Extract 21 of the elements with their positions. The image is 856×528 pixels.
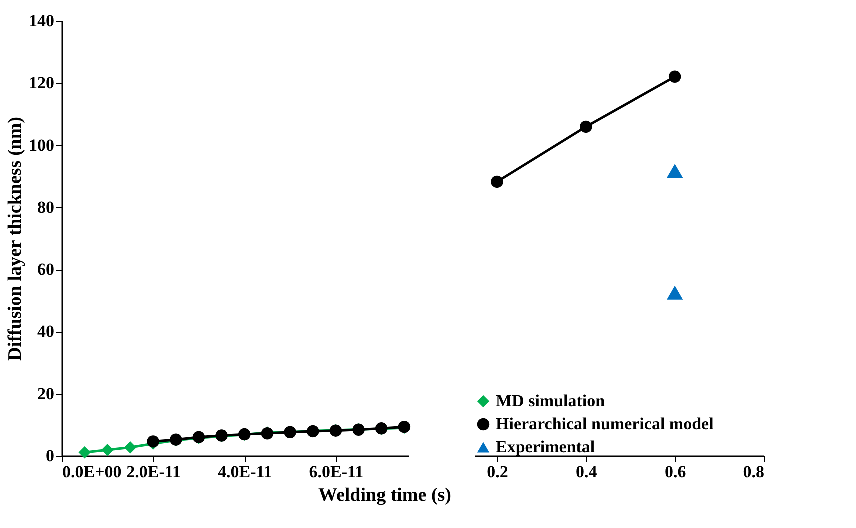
legend-label: MD simulation [496,392,606,410]
y-tick-label: 60 [38,260,54,280]
x-tick-label: 0.0E+00 [62,462,122,482]
y-tick-label: 0 [46,446,54,466]
x-tick-label: 4.0E-11 [218,462,272,482]
y-tick-label: 20 [38,384,54,404]
x-tick-label: 0.6 [664,462,686,482]
x-tick-label: 2.0E-11 [126,462,181,482]
y-axis-title: Diffusion layer thickness (nm) [5,116,26,362]
y-tick-label: 100 [29,136,54,155]
y-tick-label: 80 [38,198,54,217]
legend-label: Hierarchical numerical model [496,414,714,434]
legend-label: Experimental [496,438,596,456]
x-tick-label: 6.0E-11 [309,462,364,482]
x-tick-label: 0.2 [487,462,508,482]
y-tick-label: 120 [29,74,54,93]
x-axis-title: Welding time (s) [318,485,452,506]
y-tick-label: 140 [29,12,54,30]
y-tick-label: 40 [38,322,54,342]
x-tick-label: 0.8 [743,462,764,482]
x-tick-label: 0.4 [576,462,598,482]
